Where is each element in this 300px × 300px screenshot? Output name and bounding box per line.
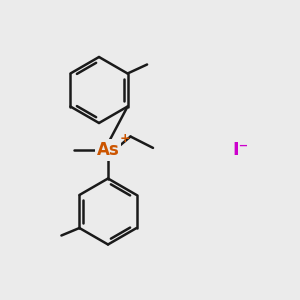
Text: As: As — [97, 141, 119, 159]
Text: I⁻: I⁻ — [232, 141, 248, 159]
Text: +: + — [120, 132, 131, 145]
